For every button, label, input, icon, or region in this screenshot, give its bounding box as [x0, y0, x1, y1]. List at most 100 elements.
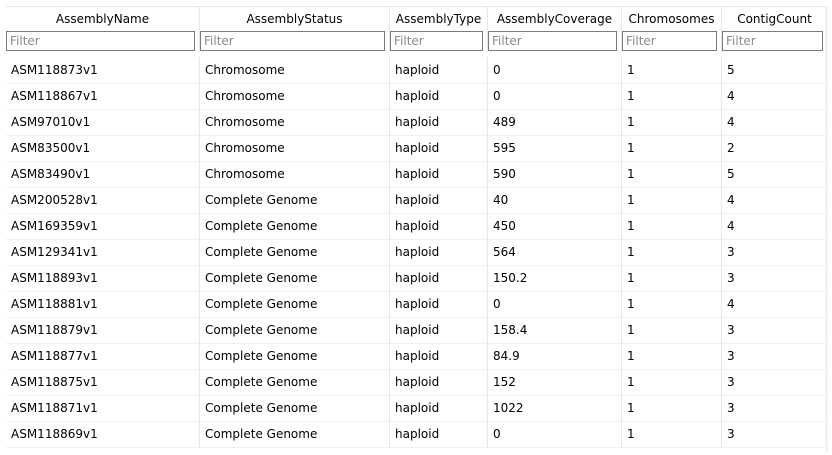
table-row[interactable]: ASM129341v1 Complete Genome haploid 564 1 3: [6, 239, 828, 266]
cell-assembly-type[interactable]: haploid: [390, 343, 488, 369]
cell-assembly-status[interactable]: Complete Genome: [200, 317, 390, 343]
cell-chromosomes[interactable]: 1: [622, 109, 722, 135]
cell-assembly-name[interactable]: ASM118875v1: [6, 369, 200, 395]
cell-assembly-type[interactable]: haploid: [390, 83, 488, 109]
table-row[interactable]: ASM83490v1 Chromosome haploid 590 1 5: [6, 161, 828, 188]
filter-input-chromosomes[interactable]: [622, 31, 717, 51]
filter-input-assembly-coverage[interactable]: [488, 31, 617, 51]
cell-contig-count[interactable]: 3: [722, 265, 828, 291]
filter-input-assembly-type[interactable]: [390, 31, 483, 51]
cell-contig-count[interactable]: 5: [722, 161, 828, 187]
cell-assembly-type[interactable]: haploid: [390, 317, 488, 343]
table-row[interactable]: ASM118879v1 Complete Genome haploid 158.4 1 3: [6, 317, 828, 344]
cell-assembly-coverage[interactable]: 0: [488, 83, 622, 109]
cell-assembly-coverage[interactable]: 590: [488, 161, 622, 187]
cell-assembly-coverage[interactable]: 1022: [488, 395, 622, 421]
cell-chromosomes[interactable]: 1: [622, 83, 722, 109]
cell-assembly-type[interactable]: haploid: [390, 213, 488, 239]
cell-contig-count[interactable]: 3: [722, 343, 828, 369]
cell-assembly-type[interactable]: haploid: [390, 395, 488, 421]
cell-assembly-status[interactable]: Complete Genome: [200, 239, 390, 265]
cell-assembly-type[interactable]: haploid: [390, 187, 488, 213]
cell-chromosomes[interactable]: 1: [622, 291, 722, 317]
table-row[interactable]: ASM118875v1 Complete Genome haploid 152 1 3: [6, 369, 828, 396]
cell-assembly-coverage[interactable]: 489: [488, 109, 622, 135]
column-header-assembly-coverage[interactable]: AssemblyCoverage: [488, 7, 622, 31]
cell-assembly-name[interactable]: ASM118867v1: [6, 83, 200, 109]
cell-contig-count[interactable]: 4: [722, 213, 828, 239]
cell-contig-count[interactable]: 4: [722, 83, 828, 109]
vertical-scrollbar[interactable]: [825, 6, 828, 452]
cell-assembly-type[interactable]: haploid: [390, 109, 488, 135]
column-header-assembly-status[interactable]: ^ AssemblyStatus: [200, 7, 390, 31]
cell-assembly-status[interactable]: Chromosome: [200, 161, 390, 187]
cell-chromosomes[interactable]: 1: [622, 369, 722, 395]
cell-assembly-status[interactable]: Complete Genome: [200, 265, 390, 291]
cell-chromosomes[interactable]: 1: [622, 317, 722, 343]
cell-assembly-status[interactable]: Complete Genome: [200, 421, 390, 447]
cell-assembly-status[interactable]: Complete Genome: [200, 369, 390, 395]
cell-assembly-coverage[interactable]: 84.9: [488, 343, 622, 369]
cell-contig-count[interactable]: 3: [722, 421, 828, 447]
cell-chromosomes[interactable]: 1: [622, 421, 722, 447]
cell-assembly-coverage[interactable]: 0: [488, 57, 622, 83]
cell-assembly-name[interactable]: ASM118877v1: [6, 343, 200, 369]
cell-assembly-status[interactable]: Complete Genome: [200, 213, 390, 239]
table-row[interactable]: ASM118877v1 Complete Genome haploid 84.9 1 3: [6, 343, 828, 370]
cell-assembly-status[interactable]: Chromosome: [200, 135, 390, 161]
cell-assembly-coverage[interactable]: 150.2: [488, 265, 622, 291]
cell-assembly-type[interactable]: haploid: [390, 369, 488, 395]
cell-assembly-status[interactable]: Complete Genome: [200, 187, 390, 213]
cell-assembly-type[interactable]: haploid: [390, 57, 488, 83]
cell-assembly-type[interactable]: haploid: [390, 291, 488, 317]
cell-assembly-coverage[interactable]: 450: [488, 213, 622, 239]
cell-assembly-name[interactable]: ASM129341v1: [6, 239, 200, 265]
cell-assembly-name[interactable]: ASM97010v1: [6, 109, 200, 135]
cell-assembly-name[interactable]: ASM169359v1: [6, 213, 200, 239]
filter-input-contig-count[interactable]: [722, 31, 823, 51]
cell-assembly-coverage[interactable]: 0: [488, 291, 622, 317]
cell-assembly-type[interactable]: haploid: [390, 265, 488, 291]
cell-assembly-name[interactable]: ASM118881v1: [6, 291, 200, 317]
column-header-assembly-type[interactable]: AssemblyType: [390, 7, 488, 31]
cell-assembly-status[interactable]: Complete Genome: [200, 395, 390, 421]
cell-assembly-name[interactable]: ASM118879v1: [6, 317, 200, 343]
cell-assembly-type[interactable]: haploid: [390, 421, 488, 447]
filter-input-assembly-status[interactable]: [200, 31, 385, 51]
column-header-chromosomes[interactable]: Chromosomes: [622, 7, 722, 31]
cell-assembly-name[interactable]: ASM118869v1: [6, 421, 200, 447]
cell-assembly-coverage[interactable]: 564: [488, 239, 622, 265]
column-header-assembly-name[interactable]: AssemblyName: [6, 7, 200, 31]
cell-assembly-name[interactable]: ASM200528v1: [6, 187, 200, 213]
table-row[interactable]: ASM97010v1 Chromosome haploid 489 1 4: [6, 109, 828, 136]
cell-assembly-type[interactable]: haploid: [390, 161, 488, 187]
cell-assembly-status[interactable]: Chromosome: [200, 109, 390, 135]
cell-assembly-name[interactable]: ASM118893v1: [6, 265, 200, 291]
cell-contig-count[interactable]: 3: [722, 369, 828, 395]
table-row[interactable]: ASM118869v1 Complete Genome haploid 0 1 3: [6, 421, 828, 448]
cell-contig-count[interactable]: 3: [722, 395, 828, 421]
table-row[interactable]: ASM118873v1 Chromosome haploid 0 1 5: [6, 57, 828, 84]
table-row[interactable]: ASM118871v1 Complete Genome haploid 1022 1 3: [6, 395, 828, 422]
cell-assembly-name[interactable]: ASM118871v1: [6, 395, 200, 421]
cell-assembly-coverage[interactable]: 158.4: [488, 317, 622, 343]
cell-chromosomes[interactable]: 1: [622, 395, 722, 421]
cell-assembly-name[interactable]: ASM83490v1: [6, 161, 200, 187]
cell-assembly-status[interactable]: Chromosome: [200, 83, 390, 109]
table-row[interactable]: ASM118881v1 Complete Genome haploid 0 1 4: [6, 291, 828, 318]
cell-assembly-status[interactable]: Complete Genome: [200, 343, 390, 369]
column-header-contig-count[interactable]: ContigCount: [722, 7, 828, 31]
cell-contig-count[interactable]: 3: [722, 239, 828, 265]
table-row[interactable]: ASM118893v1 Complete Genome haploid 150.2 1 3: [6, 265, 828, 292]
cell-assembly-type[interactable]: haploid: [390, 135, 488, 161]
cell-chromosomes[interactable]: 1: [622, 213, 722, 239]
table-row[interactable]: ASM200528v1 Complete Genome haploid 40 1 4: [6, 187, 828, 214]
cell-chromosomes[interactable]: 1: [622, 239, 722, 265]
cell-contig-count[interactable]: 4: [722, 109, 828, 135]
cell-assembly-coverage[interactable]: 595: [488, 135, 622, 161]
cell-assembly-coverage[interactable]: 0: [488, 421, 622, 447]
cell-assembly-name[interactable]: ASM118873v1: [6, 57, 200, 83]
filter-input-assembly-name[interactable]: [6, 31, 195, 51]
cell-chromosomes[interactable]: 1: [622, 187, 722, 213]
table-row[interactable]: ASM169359v1 Complete Genome haploid 450 1 4: [6, 213, 828, 240]
